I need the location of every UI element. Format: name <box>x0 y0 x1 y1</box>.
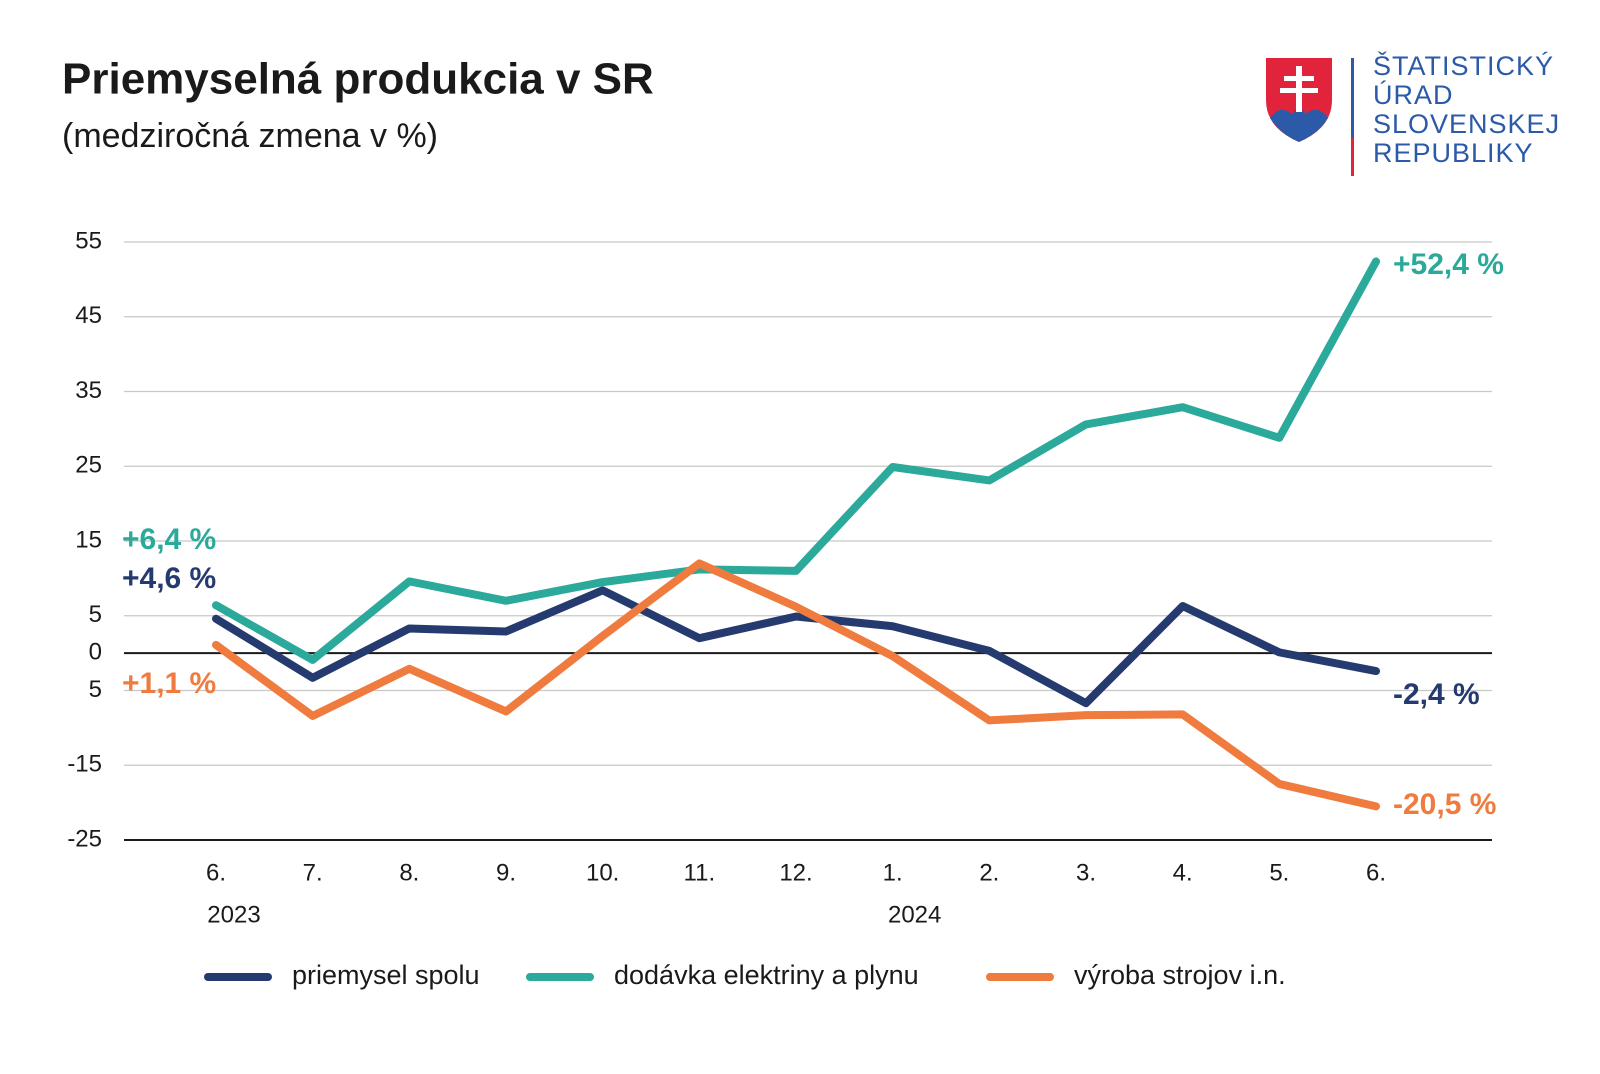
x-tick-label: 1. <box>883 859 903 886</box>
logo-emblem <box>1266 58 1354 176</box>
series-line <box>212 257 1380 664</box>
x-tick-label: 2. <box>979 859 999 886</box>
logo-text: ÚRAD <box>1373 79 1454 110</box>
series-line <box>212 559 1380 811</box>
y-tick-label: 5 <box>89 601 102 628</box>
y-tick-label: 5 <box>89 676 102 703</box>
value-label: -20,5 % <box>1393 788 1496 821</box>
x-tick-label: 12. <box>779 859 812 886</box>
value-label: -2,4 % <box>1393 678 1480 711</box>
y-tick-label: 15 <box>75 526 102 553</box>
y-tick-label: 45 <box>75 302 102 329</box>
legend-label: priemysel spolu <box>292 960 480 990</box>
x-tick-label: 11. <box>684 859 716 886</box>
x-tick-label: 3. <box>1076 859 1096 886</box>
legend-label: dodávka elektriny a plynu <box>614 960 919 990</box>
chart-title: Priemyselná produkcia v SR <box>62 55 654 104</box>
x-tick-label: 8. <box>399 859 419 886</box>
y-tick-label: 35 <box>75 377 102 404</box>
year-label: 2023 <box>207 901 260 928</box>
y-tick-label: -25 <box>67 825 102 852</box>
x-tick-label: 6. <box>1366 859 1386 886</box>
x-tick-label: 10. <box>586 859 619 886</box>
logo-text: REPUBLIKY <box>1373 138 1534 168</box>
series-line <box>212 586 1380 708</box>
value-label: +52,4 % <box>1393 248 1504 281</box>
chart-subtitle: (medziročná zmena v %) <box>62 117 438 155</box>
x-tick-label: 4. <box>1173 859 1193 886</box>
x-tick-label: 9. <box>496 859 516 886</box>
value-label: +6,4 % <box>122 523 216 556</box>
value-label: +1,1 % <box>122 667 216 700</box>
year-label: 2024 <box>888 901 941 928</box>
x-tick-label: 7. <box>303 859 323 886</box>
logo-text: SLOVENSKEJ <box>1373 109 1560 139</box>
y-tick-label: 0 <box>89 638 102 665</box>
logo-text: ŠTATISTICKÝ <box>1373 50 1554 81</box>
legend-label: výroba strojov i.n. <box>1074 960 1286 990</box>
y-tick-label: -15 <box>67 751 102 778</box>
x-tick-label: 5. <box>1269 859 1289 886</box>
y-tick-label: 25 <box>75 452 102 479</box>
y-tick-label: 55 <box>75 227 102 254</box>
x-tick-label: 6. <box>206 859 226 886</box>
value-label: +4,6 % <box>122 562 216 595</box>
